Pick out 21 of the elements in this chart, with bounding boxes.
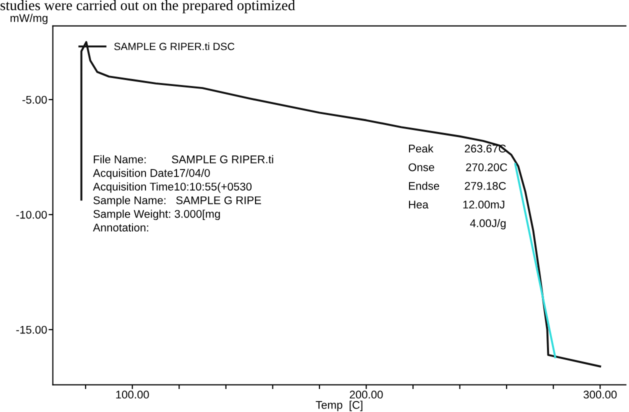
text: studies were carried out on the prepared optimized — [0, 0, 296, 14]
annotation: Annotation: — [92, 223, 148, 232]
y-axis-title: mW/mg — [10, 14, 48, 24]
y-tick-label: -5.00 — [22, 96, 47, 104]
x-axis-title: Temp [C] — [316, 400, 362, 412]
legend-label: SAMPLE G RIPER.ti DSC — [114, 42, 234, 50]
x-tick-label: 300.00 — [584, 390, 617, 399]
annotation: Endse 279.18C — [409, 182, 506, 190]
x-tick-label: 100.00 — [116, 390, 149, 399]
y-tick-label: -10.00 — [16, 210, 47, 219]
annotation: Acquisition Time10:10:55(+0530 — [92, 182, 252, 193]
annotation: Sample Weight: 3.000[mg — [93, 210, 220, 220]
annotation: Acquisition Date17/04/0 — [92, 168, 210, 180]
annotation: Sample Name: SAMPLE G RIPE — [93, 196, 262, 206]
y-tick-label: -15.00 — [16, 326, 47, 334]
line-series — [80, 41, 602, 368]
annotation: Onse 270.20C — [408, 163, 508, 172]
annotation: Hea 12.00mJ — [409, 200, 504, 209]
annotation: 4.00J/g — [470, 219, 506, 230]
x-tick-label: 200.00 — [350, 390, 383, 399]
annotation: File Name: SAMPLE G RIPER.ti — [94, 155, 274, 164]
